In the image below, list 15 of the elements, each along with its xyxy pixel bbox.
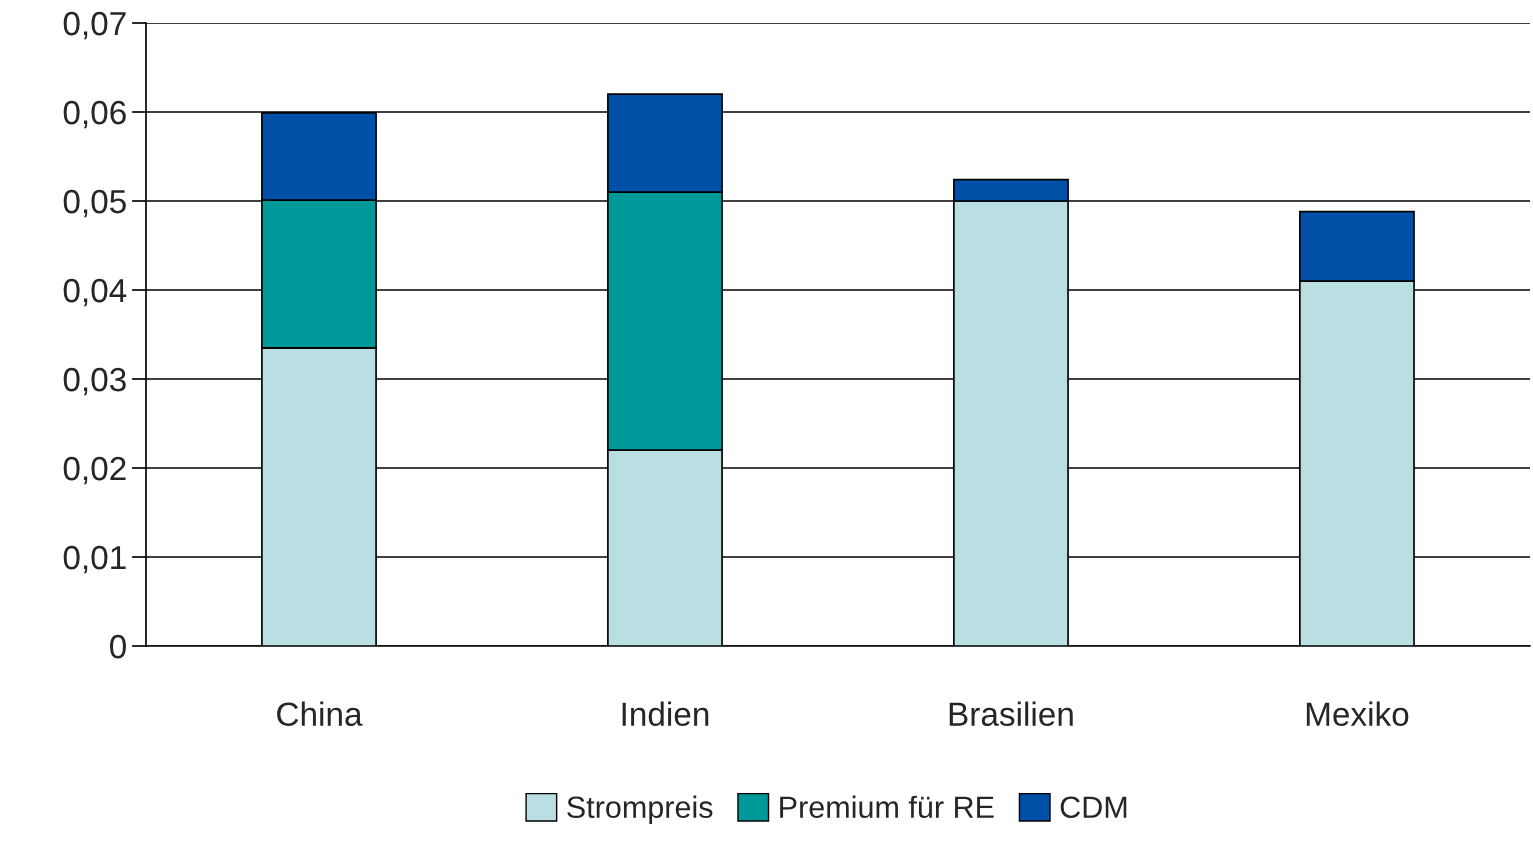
y-tick-label: 0,06 xyxy=(63,100,126,129)
x-tick-label: Mexiko xyxy=(1306,701,1409,727)
y-tick-label: 0,03 xyxy=(63,367,126,396)
y-tick-label: 0,01 xyxy=(63,545,126,574)
legend-label: CDM xyxy=(1060,796,1127,819)
y-tick-label: 0 xyxy=(110,634,126,659)
y-tick-label: 0,07 xyxy=(63,11,126,40)
x-tick-label: China xyxy=(277,701,363,727)
y-tick-label: 0,05 xyxy=(63,189,126,218)
legend-label: Premium für RE xyxy=(780,795,994,819)
y-tick-label: 0,04 xyxy=(63,278,127,307)
x-tick-label: Brasilien xyxy=(949,701,1073,727)
x-tick-label: Indien xyxy=(622,701,709,727)
legend-label: Strompreis xyxy=(567,795,713,825)
y-tick-label: 0,02 xyxy=(63,456,126,485)
